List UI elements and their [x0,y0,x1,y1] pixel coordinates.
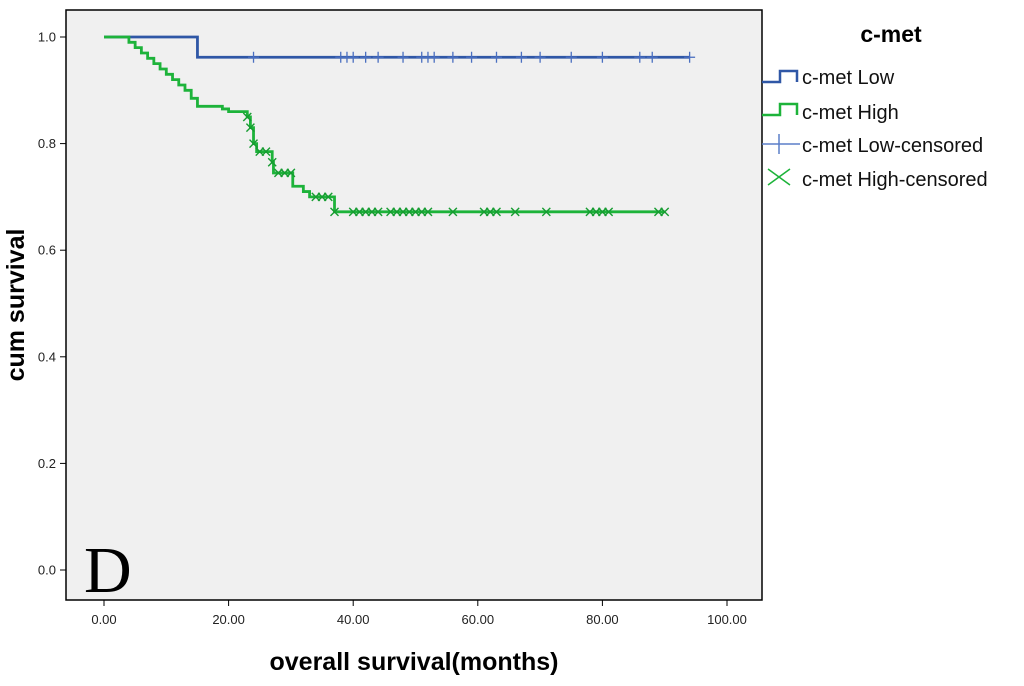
legend: c-met c-met Low c-met High c-met Low-cen… [762,21,988,191]
censor-mark-low [534,51,546,63]
censor-mark-low [372,51,384,63]
censor-mark-low [565,51,577,63]
x-axis: 0.00 20.00 40.00 60.00 80.00 100.00 [91,600,747,627]
y-tick-label: 0.0 [38,563,56,578]
censor-mark-high [323,192,333,202]
censor-mark-low [684,51,696,63]
y-tick-label: 0.6 [38,243,56,258]
censor-mark-low [447,51,459,63]
censor-mark-low [248,51,260,63]
x-tick-label: 100.00 [707,612,747,627]
censor-mark-low [360,51,372,63]
censor-mark-high [261,147,271,157]
x-tick-label: 20.00 [212,612,245,627]
legend-item-high-censored: c-met High-censored [802,169,988,191]
legend-title: c-met [860,21,922,47]
legend-item-low: c-met Low [802,67,895,89]
censor-mark-low [466,51,478,63]
censor-mark-high [245,123,255,133]
y-tick-label: 0.4 [38,349,56,364]
censor-mark-low [428,51,440,63]
censor-mark-high [373,207,383,217]
y-tick-label: 1.0 [38,30,56,45]
legend-item-high: c-met High [802,102,899,124]
plot-background [65,9,763,601]
y-tick-label: 0.2 [38,456,56,471]
legend-high-swatch [762,102,799,117]
censor-mark-low [397,51,409,63]
x-tick-label: 80.00 [586,612,619,627]
x-tick-label: 0.00 [91,612,116,627]
legend-low-swatch [762,69,799,84]
x-axis-title: overall survival(months) [270,648,559,676]
censor-mark-high [286,168,296,178]
censor-mark-high [448,207,458,217]
censor-mark-high [267,157,277,167]
censor-layer [242,51,696,217]
censor-mark-low [347,51,359,63]
censor-mark-low [646,51,658,63]
legend-item-low-censored: c-met Low-censored [802,135,983,157]
censor-mark-high [491,207,501,217]
y-axis: 0.0 0.2 0.4 0.6 0.8 1.0 [38,30,66,578]
y-tick-label: 0.8 [38,136,56,151]
censor-mark-low [515,51,527,63]
censor-mark-high [541,207,551,217]
censor-mark-high [330,207,340,217]
censor-mark-high [510,207,520,217]
censor-mark-low [490,51,502,63]
censor-mark-high [423,207,433,217]
y-axis-title: cum survival [2,229,30,382]
censor-mark-low [634,51,646,63]
legend-high-censored-icon [767,168,791,186]
x-tick-label: 40.00 [337,612,370,627]
panel-label: D [84,534,132,607]
censor-mark-high [242,112,252,122]
legend-low-censored-icon [762,134,800,154]
censor-mark-low [596,51,608,63]
censor-mark-high [660,207,670,217]
x-tick-label: 60.00 [462,612,495,627]
censor-mark-high [604,207,614,217]
series-line-low [104,35,690,59]
censor-mark-high [249,139,259,149]
